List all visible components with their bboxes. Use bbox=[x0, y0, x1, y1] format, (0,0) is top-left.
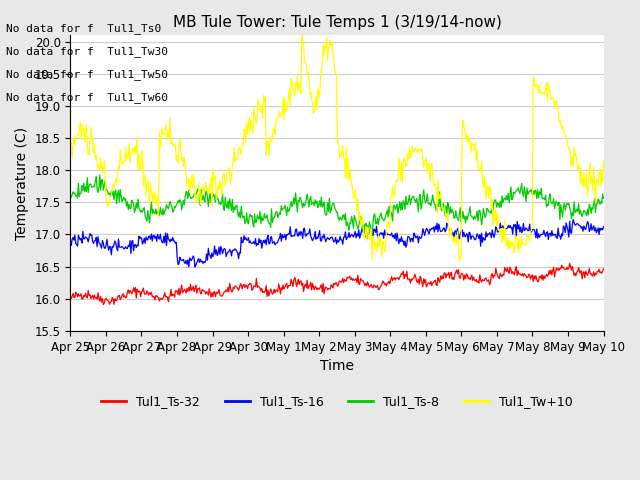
Text: No data for f  Tul1_Tw50: No data for f Tul1_Tw50 bbox=[6, 69, 168, 80]
Text: No data for f  Tul1_Tw60: No data for f Tul1_Tw60 bbox=[6, 92, 168, 103]
Text: No data for f  Tul1_Ts0: No data for f Tul1_Ts0 bbox=[6, 23, 162, 34]
X-axis label: Time: Time bbox=[320, 359, 354, 373]
Text: No data for f  Tul1_Tw30: No data for f Tul1_Tw30 bbox=[6, 46, 168, 57]
Legend: Tul1_Ts-32, Tul1_Ts-16, Tul1_Ts-8, Tul1_Tw+10: Tul1_Ts-32, Tul1_Ts-16, Tul1_Ts-8, Tul1_… bbox=[96, 390, 578, 413]
Y-axis label: Temperature (C): Temperature (C) bbox=[15, 127, 29, 240]
Title: MB Tule Tower: Tule Temps 1 (3/19/14-now): MB Tule Tower: Tule Temps 1 (3/19/14-now… bbox=[173, 15, 501, 30]
